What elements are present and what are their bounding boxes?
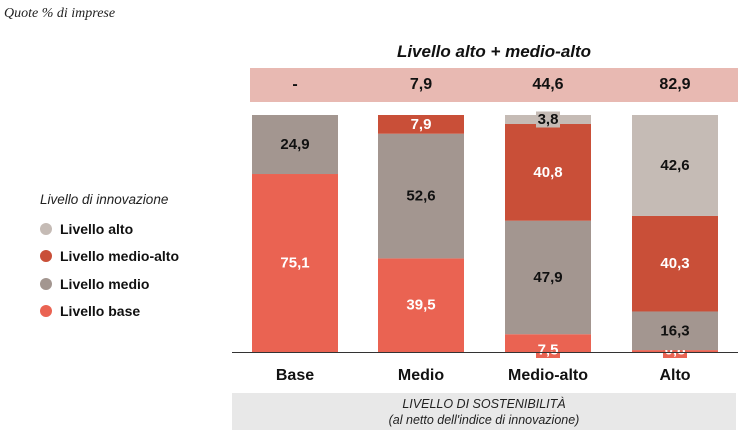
legend-items: Livello alto Livello medio-alto Livello me…: [40, 215, 179, 325]
data-label: 3,8: [538, 111, 559, 128]
bar-segment: [632, 215, 718, 312]
category-label: Medio-alto: [508, 367, 588, 384]
legend-item: Livello medio: [40, 270, 179, 298]
data-label-tag: [536, 342, 560, 358]
legend-label: Livello alto: [60, 220, 134, 237]
bar-segment: [632, 115, 718, 216]
category-label: Base: [276, 367, 314, 384]
data-label: 39,5: [406, 297, 435, 314]
bar-segment: [505, 220, 591, 335]
bar-segment: [378, 258, 464, 352]
summary-value: -: [292, 76, 298, 93]
summary-value: 44,6: [532, 76, 564, 93]
x-axis-label-line2: (al netto dell'indice di innovazione): [388, 413, 580, 427]
quote-label: Quote % di imprese: [4, 6, 116, 21]
bar-segment: [378, 115, 464, 134]
legend-label: Livello medio: [60, 275, 150, 292]
data-label: 42,6: [660, 157, 689, 174]
legend-item: Livello alto: [40, 215, 179, 243]
legend-item: Livello base: [40, 298, 179, 326]
bar-segment: [252, 174, 338, 352]
data-label: 7,9: [411, 116, 432, 133]
category-label: Alto: [659, 367, 690, 384]
data-label: 40,3: [660, 255, 689, 272]
bar-segment: [378, 133, 464, 259]
legend-swatch: [40, 222, 52, 235]
x-axis-label-line1: LIVELLO DI SOSTENIBILITÀ: [402, 397, 566, 411]
legend-swatch: [40, 250, 52, 263]
bar-segment: [632, 311, 718, 351]
summary-band: - 7,9 44,6 82,9: [250, 68, 738, 102]
legend-swatch: [40, 277, 52, 290]
bar-segment: [252, 115, 338, 175]
legend-title: Livello di innovazione: [40, 192, 169, 207]
data-label-tag: [536, 111, 560, 128]
x-axis-label-box: LIVELLO DI SOSTENIBILITÀ (al netto dell'…: [232, 393, 736, 430]
category-label: Medio: [398, 367, 444, 384]
data-label: 52,6: [406, 188, 435, 205]
summary-value: 7,9: [409, 76, 433, 93]
data-label: 16,3: [660, 322, 689, 339]
data-label: 47,9: [533, 269, 562, 286]
legend-label: Livello medio-alto: [60, 248, 180, 265]
summary-value: 82,9: [659, 76, 691, 93]
legend-swatch: [40, 305, 52, 318]
summary-title: Livello alto + medio-alto: [396, 42, 592, 61]
legend-label: Livello base: [60, 303, 141, 320]
data-label: 40,8: [533, 164, 562, 181]
legend: Livello di innovazione Livello alto Livel…: [40, 192, 179, 325]
bar-segment: [505, 124, 591, 221]
data-label: 7,5: [538, 342, 559, 359]
data-label: 75,1: [280, 255, 309, 272]
legend-item: Livello medio-alto: [40, 243, 179, 271]
data-label: 24,9: [280, 136, 309, 153]
